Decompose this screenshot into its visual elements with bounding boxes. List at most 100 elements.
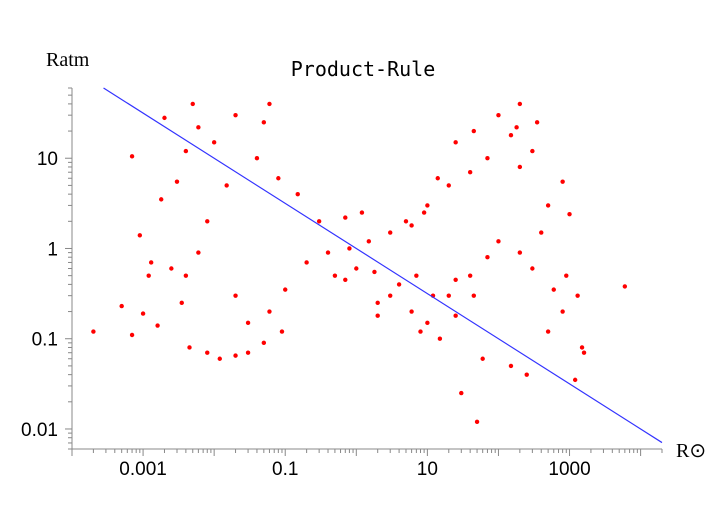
data-point <box>567 211 572 217</box>
data-point <box>261 340 267 346</box>
data-point <box>245 320 251 326</box>
y-tick-label: 10 <box>37 149 58 170</box>
data-point <box>196 250 201 255</box>
data-point <box>119 303 124 309</box>
data-point <box>425 320 430 326</box>
data-point <box>283 287 288 292</box>
data-point <box>480 356 485 361</box>
x-tick-label: 10 <box>417 459 438 480</box>
data-point <box>388 230 393 235</box>
data-point <box>276 176 281 181</box>
data-point <box>545 329 551 334</box>
data-point <box>437 336 443 341</box>
data-point <box>435 176 440 181</box>
data-point <box>366 239 372 244</box>
data-point <box>267 309 272 314</box>
data-point <box>388 293 393 298</box>
data-point <box>551 287 556 292</box>
axes <box>71 88 662 450</box>
data-point <box>211 140 217 145</box>
axis-tick-labels: 0.001 0.1 10 1000 0.01 0.1 1 10 <box>21 149 591 480</box>
data-point <box>359 210 365 215</box>
data-point <box>425 203 430 208</box>
data-point <box>517 164 523 170</box>
data-point <box>418 329 423 334</box>
data-point <box>530 148 535 154</box>
axis-ticks <box>65 87 663 456</box>
data-point <box>496 112 501 118</box>
data-point <box>183 273 189 278</box>
data-point <box>581 350 587 355</box>
chart-title: Product-Rule <box>291 57 436 81</box>
data-point <box>295 191 300 197</box>
data-point <box>267 101 272 107</box>
data-point <box>403 219 409 224</box>
data-point <box>517 250 523 255</box>
data-point <box>421 210 427 215</box>
data-point <box>575 293 580 298</box>
x-axis-label: R⊙ <box>676 440 706 462</box>
data-point <box>446 293 451 298</box>
data-point <box>579 345 585 350</box>
data-point <box>325 250 331 255</box>
data-point <box>224 183 229 188</box>
y-tick-label: 0.01 <box>21 420 58 441</box>
data-point <box>446 183 451 188</box>
fit-line <box>103 87 663 444</box>
fit-line-group <box>103 87 663 444</box>
data-point <box>409 309 414 314</box>
data-point <box>467 273 473 278</box>
data-point <box>396 282 402 287</box>
data-point <box>183 148 189 154</box>
data-point <box>347 246 352 251</box>
y-tick-label: 0.1 <box>32 330 58 351</box>
data-point <box>205 219 210 224</box>
data-point <box>474 419 480 425</box>
data-point <box>459 390 464 396</box>
data-point <box>343 215 348 220</box>
data-point <box>372 269 377 275</box>
data-point <box>517 101 523 107</box>
data-point <box>332 273 338 278</box>
data-point <box>261 120 267 125</box>
data-point <box>560 179 565 184</box>
data-point <box>129 154 135 159</box>
data-point <box>471 128 477 134</box>
data-point <box>414 273 419 278</box>
data-point <box>304 260 309 265</box>
data-point <box>409 223 414 228</box>
data-point <box>233 112 238 118</box>
data-point <box>508 363 514 369</box>
data-point <box>514 125 519 130</box>
data-point <box>155 323 160 328</box>
data-point <box>187 345 192 350</box>
data-point <box>622 284 628 289</box>
data-point <box>564 273 569 278</box>
data-point <box>453 140 458 145</box>
data-point <box>162 115 167 121</box>
data-point <box>375 300 380 306</box>
data-point <box>471 293 477 298</box>
y-axis-label: Ratm <box>46 49 90 71</box>
x-tick-label: 0.001 <box>119 459 167 480</box>
data-point <box>245 350 251 355</box>
data-point <box>137 233 143 238</box>
data-point <box>205 350 210 355</box>
data-point <box>572 377 578 383</box>
data-point <box>485 156 490 161</box>
data-point <box>148 260 154 265</box>
data-point <box>146 273 151 278</box>
data-point <box>496 239 501 244</box>
data-point <box>217 356 222 361</box>
data-point <box>316 219 322 224</box>
data-point <box>179 300 184 306</box>
x-tick-label: 1000 <box>548 459 590 480</box>
data-point <box>233 353 238 358</box>
data-point <box>233 293 238 298</box>
data-point <box>129 332 135 338</box>
data-point <box>485 255 490 260</box>
data-points <box>91 101 628 425</box>
data-point <box>534 120 540 125</box>
x-tick-label: 0.1 <box>272 459 298 480</box>
data-point <box>375 313 380 318</box>
